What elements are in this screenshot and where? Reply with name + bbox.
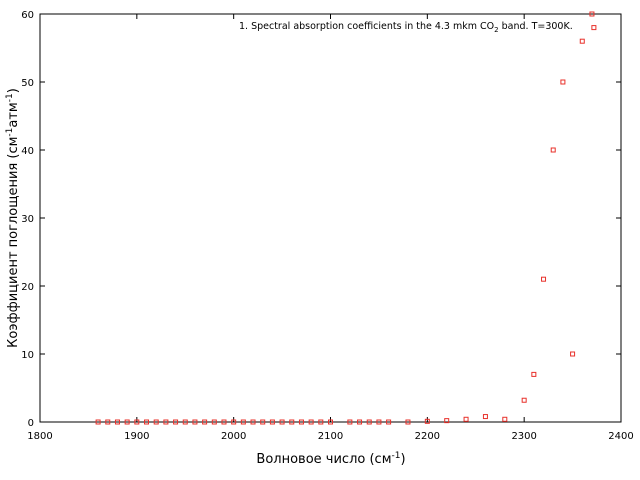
data-point [521, 397, 527, 403]
data-point [591, 25, 597, 31]
data-point [124, 419, 130, 425]
data-point [134, 419, 140, 425]
x-tick-label: 2100 [318, 431, 343, 442]
data-point [221, 419, 227, 425]
data-point [463, 416, 469, 422]
data-point [541, 276, 547, 282]
data-point [589, 11, 595, 17]
data-point [386, 419, 392, 425]
y-tick-label: 0 [28, 418, 34, 429]
x-tick-label: 2200 [415, 431, 440, 442]
y-tick-label: 50 [21, 78, 34, 89]
data-point [502, 416, 508, 422]
chart-annotation: 1. Spectral absorption coefficients in t… [239, 21, 573, 34]
y-tick-label: 20 [21, 282, 34, 293]
y-tick-label: 40 [21, 146, 34, 157]
plot-frame [39, 13, 622, 423]
data-points [95, 11, 597, 425]
x-tick-label: 1800 [27, 431, 52, 442]
data-point [444, 418, 450, 424]
data-point [376, 419, 382, 425]
data-point [95, 419, 101, 425]
data-point [250, 419, 256, 425]
y-tick-label: 10 [21, 350, 34, 361]
data-point [550, 147, 556, 153]
data-point [318, 419, 324, 425]
data-point [560, 79, 566, 85]
data-point [114, 419, 120, 425]
data-point [366, 419, 372, 425]
y-axis-label: Коэффициент поглощения (см-1атм-1) [5, 88, 21, 348]
x-tick-label: 1900 [124, 431, 149, 442]
data-point [240, 419, 246, 425]
data-point [144, 419, 150, 425]
data-point [579, 38, 585, 44]
annotation-subscript: 2 [494, 26, 498, 34]
data-point [153, 419, 159, 425]
data-point [173, 419, 179, 425]
data-point [182, 419, 188, 425]
data-point [308, 419, 314, 425]
data-point [482, 414, 488, 420]
y-tick-label: 60 [21, 10, 34, 21]
x-tick-label: 2400 [608, 431, 633, 442]
x-tick-label: 2300 [511, 431, 536, 442]
data-point [328, 419, 333, 425]
data-point [279, 419, 285, 425]
data-point [269, 419, 275, 425]
data-point [570, 351, 576, 357]
data-point [211, 419, 217, 425]
axis-ticks: 1800 1900 2000 2100 2200 2300 2400 0 10 20 30 40 50 6… [21, 10, 633, 442]
data-point [289, 419, 295, 425]
x-tick-label: 2000 [221, 431, 246, 442]
data-point [231, 419, 237, 425]
data-point [298, 419, 304, 425]
data-point [357, 419, 363, 425]
data-point [347, 419, 353, 425]
data-point [163, 419, 169, 425]
data-point [202, 419, 208, 425]
data-point [192, 419, 198, 425]
data-point [424, 418, 430, 424]
data-point [531, 371, 537, 377]
x-axis-label: Волновое число (см-1) [256, 451, 405, 467]
data-point [405, 419, 411, 425]
y-tick-label: 30 [21, 214, 34, 225]
data-point [260, 419, 266, 425]
data-point [105, 419, 111, 425]
